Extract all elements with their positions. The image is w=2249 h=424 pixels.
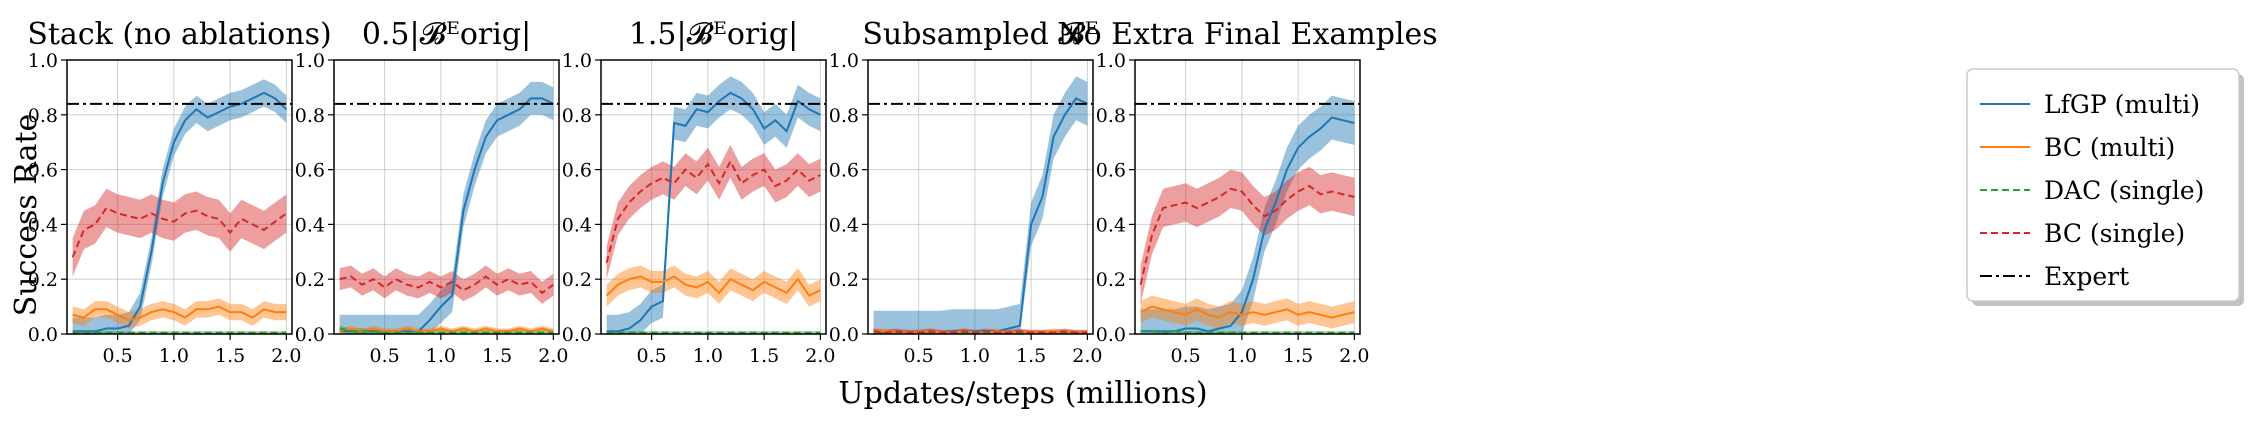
x-tick-label: 1.5 bbox=[749, 345, 779, 367]
y-tick-label: 0.4 bbox=[1096, 214, 1126, 236]
y-axis-label: Success Rate bbox=[9, 114, 44, 317]
band-lfgp-multi- bbox=[339, 81, 554, 335]
plot-frame bbox=[333, 59, 560, 335]
plot-frame bbox=[66, 59, 293, 335]
y-tick-label: 0.6 bbox=[28, 160, 58, 182]
line-lfgp-multi- bbox=[72, 91, 288, 333]
line-lfgp-multi- bbox=[873, 97, 1088, 334]
y-tick-label: 1.0 bbox=[1096, 50, 1126, 72]
y-tick-label: 1.0 bbox=[295, 50, 325, 72]
legend-label: LfGP (multi) bbox=[2044, 90, 2200, 119]
line-bc-single- bbox=[873, 330, 1088, 334]
panel-title: 0.5|𝓑ᴱorig| bbox=[362, 17, 531, 52]
plot-frame bbox=[600, 59, 827, 335]
legend-label: DAC (single) bbox=[2044, 176, 2204, 205]
band-bc-single- bbox=[1140, 166, 1355, 304]
y-tick-label: 1.0 bbox=[829, 50, 859, 72]
panel-title: Stack (no ablations) bbox=[27, 17, 331, 52]
x-tick-label: 1.5 bbox=[482, 345, 512, 367]
panel-title: 1.5|𝓑ᴱorig| bbox=[629, 17, 798, 52]
y-tick-label: 0.2 bbox=[28, 269, 58, 291]
band-bc-multi- bbox=[72, 298, 287, 329]
y-tick-label: 0.8 bbox=[829, 105, 859, 127]
y-tick-label: 0.0 bbox=[829, 324, 859, 346]
x-tick-label: 1.5 bbox=[215, 345, 245, 367]
panel-5: No Extra Final Examples 0.0 0.2 0.4 0.6 0.8 1.… bbox=[1057, 17, 1437, 367]
y-tick-label: 0.6 bbox=[295, 160, 325, 182]
y-tick-label: 0.6 bbox=[562, 160, 592, 182]
y-tick-label: 0.2 bbox=[295, 269, 325, 291]
y-tick-label: 0.6 bbox=[829, 160, 859, 182]
line-bc-multi- bbox=[1140, 305, 1355, 319]
legend-label: BC (single) bbox=[2044, 219, 2185, 248]
y-tick-label: 0.4 bbox=[562, 214, 592, 236]
panel-3: 1.5|𝓑ᴱorig| 0.0 0.2 0.4 0.6 0.8 1.0 0.5 1.0 1.5 2.… bbox=[562, 17, 836, 367]
plot-frame bbox=[1134, 59, 1361, 335]
x-tick-label: 2.0 bbox=[538, 345, 568, 367]
line-bc-multi- bbox=[72, 305, 287, 322]
legend: LfGP (multi) BC (multi) DAC (single) BC (si… bbox=[1966, 68, 2244, 306]
panel-1: Stack (no ablations) 0.0 0.2 0.4 0.6 0.8 1.0 0.… bbox=[27, 17, 331, 367]
x-tick-label: 2.0 bbox=[1339, 345, 1369, 367]
legend-box bbox=[1966, 68, 2240, 302]
x-tick-label: 1.0 bbox=[960, 345, 990, 367]
line-bc-single- bbox=[605, 159, 821, 264]
y-tick-label: 0.8 bbox=[295, 105, 325, 127]
line-dac-single- bbox=[339, 327, 554, 334]
x-tick-label: 1.5 bbox=[1016, 345, 1046, 367]
x-tick-label: 1.0 bbox=[1227, 345, 1257, 367]
x-tick-label: 1.0 bbox=[159, 345, 189, 367]
y-tick-label: 1.0 bbox=[28, 50, 58, 72]
y-tick-label: 0.2 bbox=[1096, 269, 1126, 291]
x-tick-label: 0.5 bbox=[637, 345, 667, 367]
y-tick-label: 0.0 bbox=[562, 324, 592, 346]
y-tick-label: 0.4 bbox=[295, 214, 325, 236]
band-lfgp-multi- bbox=[873, 76, 1088, 335]
band-lfgp-multi- bbox=[606, 76, 821, 335]
line-dac-single- bbox=[1140, 330, 1355, 334]
line-bc-single- bbox=[1139, 184, 1355, 285]
panel-title: Subsampled 𝓑ᴱ bbox=[862, 17, 1098, 52]
x-tick-label: 0.5 bbox=[103, 345, 133, 367]
band-bc-multi- bbox=[1140, 295, 1355, 329]
y-tick-label: 0.8 bbox=[1096, 105, 1126, 127]
line-lfgp-multi- bbox=[606, 91, 821, 333]
panel-2: 0.5|𝓑ᴱorig| 0.0 0.2 0.4 0.6 0.8 1.0 0.5 1.0 1.5 2.… bbox=[295, 17, 569, 367]
line-bc-single- bbox=[339, 275, 554, 295]
panel-4: Subsampled 𝓑ᴱ 0.0 0.2 0.4 0.6 0.8 1.0 0.5 1.0 1.5… bbox=[829, 17, 1103, 367]
line-bc-multi- bbox=[605, 275, 821, 297]
x-tick-label: 2.0 bbox=[271, 345, 301, 367]
y-tick-label: 0.0 bbox=[1096, 324, 1126, 346]
y-tick-label: 0.2 bbox=[829, 269, 859, 291]
line-bc-multi- bbox=[339, 327, 554, 333]
y-tick-label: 0.4 bbox=[28, 214, 58, 236]
x-tick-label: 1.5 bbox=[1283, 345, 1313, 367]
y-tick-label: 0.4 bbox=[829, 214, 859, 236]
y-tick-label: 0.8 bbox=[562, 105, 592, 127]
panel-title: No Extra Final Examples bbox=[1057, 17, 1437, 52]
y-tick-label: 0.6 bbox=[1096, 160, 1126, 182]
y-tick-label: 0.0 bbox=[28, 324, 58, 346]
x-tick-label: 0.5 bbox=[1171, 345, 1201, 367]
x-axis-label: Updates/steps (millions) bbox=[838, 376, 1207, 411]
x-tick-label: 0.5 bbox=[370, 345, 400, 367]
y-tick-label: 1.0 bbox=[562, 50, 592, 72]
y-tick-label: 0.0 bbox=[295, 324, 325, 346]
x-tick-label: 1.0 bbox=[426, 345, 456, 367]
y-tick-label: 0.8 bbox=[28, 105, 58, 127]
legend-label: Expert bbox=[2044, 262, 2129, 291]
band-lfgp-multi- bbox=[1140, 95, 1355, 334]
x-tick-label: 2.0 bbox=[805, 345, 835, 367]
x-tick-label: 2.0 bbox=[1072, 345, 1102, 367]
y-tick-label: 0.2 bbox=[562, 269, 592, 291]
x-tick-label: 0.5 bbox=[904, 345, 934, 367]
band-bc-single- bbox=[606, 144, 821, 280]
x-tick-label: 1.0 bbox=[693, 345, 723, 367]
plot-frame bbox=[867, 59, 1094, 335]
legend-label: BC (multi) bbox=[2044, 133, 2175, 162]
band-bc-single- bbox=[72, 188, 287, 277]
